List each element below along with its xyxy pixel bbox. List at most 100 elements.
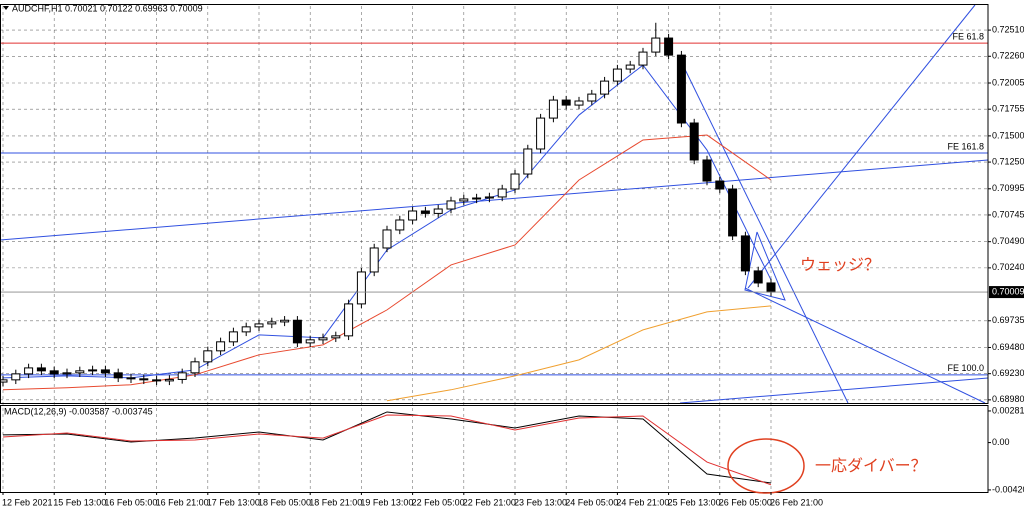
candle-body [331,335,341,339]
annotation: 一応ダイバー？ [815,457,927,475]
candle-body [510,173,520,190]
macd-pane-frame [0,405,989,493]
candle-body [561,99,571,106]
x-tick-label: 18 Feb 21:00 [309,497,362,507]
y-tick-label: 0.70745 [992,209,1024,219]
candle-body [600,80,610,95]
candle-body [88,369,98,372]
candle-body [446,200,456,210]
level-label: FE 100.0 [947,363,984,373]
y-tick-label: 0.72260 [992,51,1024,61]
x-tick-label: 22 Feb 05:00 [412,497,465,507]
candle-body [702,159,712,182]
x-tick-label: 24 Feb 05:00 [565,497,618,507]
y-tick-label: 0.71250 [992,156,1024,166]
candle-body [24,367,34,375]
trend-line [679,377,989,404]
x-tick-label: 16 Feb 05:00 [104,497,157,507]
candle-body [139,378,149,381]
candle-body [216,341,226,352]
y-tick-label: 0.68980 [992,394,1024,404]
current-price-box [989,286,1024,299]
x-tick-label: 22 Feb 21:00 [463,497,516,507]
current-price-label: 0.70009 [992,286,1024,296]
x-tick-label: 15 Feb 13:00 [53,497,106,507]
annotation-circle [727,438,805,494]
grid-layer [0,6,988,492]
x-tick-label: 26 Feb 05:00 [719,497,772,507]
candle-body [49,370,59,375]
candle-body [280,319,290,323]
candle-body [100,369,110,374]
candle-body [62,372,72,375]
candle-body [318,337,328,341]
y-tick-label: 0.71500 [992,130,1024,140]
candle-body [651,37,661,53]
y-tick-label: 0.72510 [992,24,1024,34]
title-icon [3,6,9,10]
candle-body [676,54,686,124]
x-tick-label: 25 Feb 13:00 [668,497,721,507]
candle-body [177,372,187,380]
candle-body [689,122,699,161]
candle-body [152,379,162,382]
candle-body [11,373,21,381]
candle-body [587,93,597,102]
trend-line [744,287,986,404]
candle-body [497,188,507,198]
candle-body [292,319,302,344]
y-tick-label: 0.00 [992,437,1010,447]
y-tick-label: 0.00281 [992,405,1024,415]
candle-body [305,339,315,344]
trend-line [0,159,989,241]
candle-body [420,210,430,214]
candle-body [664,37,674,56]
annotation: ウェッジ？ [800,256,880,274]
x-tick-label: 23 Feb 13:00 [514,497,567,507]
candle-body [728,188,738,237]
candle-body [536,117,546,150]
level-label: FE 61.8 [952,31,984,41]
wedge [744,231,786,301]
candle-body [241,326,251,333]
candle-body [254,323,264,328]
ma-line [2,134,772,391]
candle-body [228,331,238,343]
x-tick-label: 18 Feb 05:00 [258,497,311,507]
candle-body [766,282,776,293]
candle-body [0,379,8,383]
x-tick-label: 16 Feb 21:00 [156,497,209,507]
price-pane-frame [0,4,989,404]
candle-body [190,361,200,374]
candle-body [369,247,379,273]
y-tick-label: 0.72005 [992,77,1024,87]
candle-body [625,64,635,70]
y-tick-label: 0.70240 [992,262,1024,272]
ma-line [2,411,772,484]
candle-body [126,377,136,380]
x-tick-label: 12 Feb 2021 [2,497,53,507]
ma-line [386,305,772,402]
candle-body [75,370,85,374]
candle-body [523,148,533,175]
y-tick-label: -0.004207 [992,484,1024,494]
x-tick-label: 19 Feb 13:00 [360,497,413,507]
candle-body [472,197,482,200]
candle-body [459,198,469,202]
macd-title: MACD(12,26,9) -0.003587 -0.003745 [4,406,153,416]
y-tick-label: 0.69230 [992,368,1024,378]
trend-line [677,54,849,404]
y-tick-label: 0.69735 [992,315,1024,325]
candle-body [484,196,494,199]
candle-body [574,100,584,106]
candle-body [395,219,405,231]
candle-body [740,235,750,272]
candle-body [267,321,277,325]
x-tick-label: 17 Feb 13:00 [207,497,260,507]
candle-body [548,99,558,119]
candle-body [638,51,648,66]
candle-body [203,350,213,363]
candle-body [344,303,354,337]
candle-body [113,372,123,379]
